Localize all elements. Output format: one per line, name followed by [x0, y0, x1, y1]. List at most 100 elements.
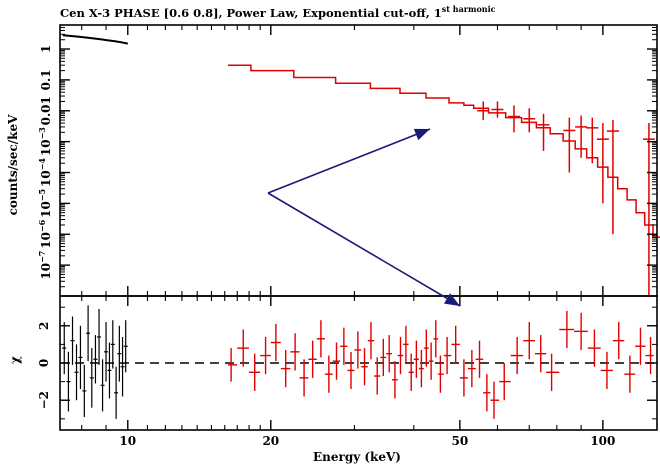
hexte-residual-point — [374, 357, 381, 395]
hexte-data-point — [477, 101, 490, 121]
hexte-data-point — [537, 113, 550, 151]
hexte-residual-point — [270, 323, 281, 362]
residual-panel-data — [60, 305, 657, 419]
hexte-residual-point — [237, 329, 249, 367]
pca-residual-point — [93, 335, 98, 384]
pca-residual-point — [70, 316, 75, 365]
x-tick-label: 10 — [119, 434, 136, 448]
chart-title-superscript: st harmonic — [442, 4, 496, 14]
top-y-tick-exponent: −7 — [37, 251, 47, 263]
hexte-residual-point — [438, 355, 444, 393]
hexte-residual-point — [475, 340, 484, 378]
hexte-residual-point — [361, 348, 368, 386]
x-tick-label: 50 — [451, 434, 468, 448]
arrow-to-spectrum — [267, 128, 431, 194]
hexte-residual-point — [324, 355, 333, 393]
hexte-residual-point — [451, 325, 460, 363]
hexte-residual-point — [354, 331, 362, 369]
pca-residual-point — [107, 342, 112, 399]
arrow-to-residuals-head — [444, 293, 460, 306]
hexte-residual-point — [408, 353, 414, 391]
hexte-data-point — [586, 117, 599, 164]
pca-residual-point — [120, 336, 125, 397]
bottom-y-tick-label: 2 — [37, 322, 51, 330]
hexte-data-point — [507, 105, 520, 133]
top-y-tick-exponent: −6 — [37, 219, 47, 232]
chart-title-main: Cen X-3 PHASE [0.6 0.8], Power Law, Expo… — [60, 6, 442, 20]
arrow-to-residuals — [267, 192, 461, 307]
hexte-residual-point — [559, 310, 575, 349]
top-y-axis-label: counts/sec/keV — [6, 114, 20, 215]
pca-residual-point — [114, 366, 119, 419]
top-y-tick-label: 0.1 — [39, 69, 53, 90]
hexte-residual-point — [260, 336, 271, 375]
pca-residual-point — [62, 322, 67, 375]
pca-residual-point — [86, 305, 91, 362]
pca-residual-point — [97, 309, 102, 365]
arrow-to-residuals-shaft — [267, 192, 461, 307]
hexte-residual-point — [535, 335, 547, 373]
pca-residual-point — [100, 359, 105, 412]
hexte-residual-point — [248, 353, 261, 391]
hexte-residual-point — [316, 320, 325, 358]
hexte-residual-point — [299, 359, 309, 397]
hexte-residual-point — [290, 333, 300, 371]
pca-residual-point — [74, 344, 79, 401]
pca-residual-point — [78, 325, 83, 390]
hexte-residual-point — [392, 361, 398, 399]
bottom-y-tick-label: −2 — [37, 391, 51, 409]
hexte-data-point — [642, 123, 655, 296]
pca-residual-point — [104, 322, 109, 382]
arrow-to-spectrum-head — [413, 128, 430, 141]
hexte-residual-point — [443, 336, 452, 375]
hexte-residual-point — [600, 351, 613, 390]
hexte-data-point — [575, 115, 588, 158]
top-panel-data — [62, 34, 660, 296]
annotation-arrows — [267, 128, 461, 307]
hexte-data-point — [606, 120, 619, 235]
pca-residual-point — [89, 348, 94, 408]
top-y-tick-exponent: −3 — [37, 127, 47, 140]
pca-residual-point — [117, 325, 122, 382]
hexte-residual-point — [467, 349, 476, 388]
hexte-residual-point — [483, 374, 491, 412]
hexte-data-point — [491, 101, 504, 118]
hexte-residual-point — [386, 335, 393, 373]
hexte-residual-point — [428, 342, 434, 380]
hexte-residual-point — [380, 338, 387, 377]
hexte-residual-point — [332, 342, 341, 380]
bottom-y-axis-label: χ — [8, 356, 22, 364]
hexte-residual-point — [574, 312, 588, 350]
hexte-residual-point — [635, 327, 646, 365]
axis-ticks — [60, 25, 657, 430]
hexte-residual-point — [367, 322, 375, 360]
hexte-residual-point — [413, 340, 419, 378]
hexte-data-point — [596, 123, 609, 204]
top-y-tick-exponent: −4 — [37, 158, 47, 171]
x-tick-label: 100 — [590, 434, 615, 448]
hexte-residual-point — [546, 353, 560, 391]
bottom-y-tick-label: 0 — [37, 359, 51, 367]
pca-spectrum-line — [62, 34, 129, 45]
hexte-residual-point — [645, 336, 654, 375]
hexte-residual-point — [403, 325, 409, 363]
hexte-residual-point — [280, 349, 291, 388]
hexte-residual-point — [612, 322, 625, 360]
x-tick-label: 20 — [262, 434, 279, 448]
hexte-data-point — [523, 108, 536, 133]
hexte-residual-point — [418, 349, 424, 388]
hexte-residual-point — [433, 320, 439, 358]
hexte-residual-point — [587, 329, 601, 367]
pca-residual-point — [66, 351, 71, 412]
arrow-to-spectrum-shaft — [267, 128, 431, 194]
hexte-data-point — [563, 117, 576, 173]
x-axis-label: Energy (keV) — [313, 450, 401, 464]
pca-residual-point — [123, 320, 128, 373]
hexte-residual-point — [624, 355, 636, 393]
hexte-residual-point — [308, 340, 317, 378]
top-y-tick-label: 0.01 — [39, 96, 53, 125]
chart-title: Cen X-3 PHASE [0.6 0.8], Power Law, Expo… — [60, 4, 496, 20]
hexte-residual-point — [523, 322, 536, 360]
